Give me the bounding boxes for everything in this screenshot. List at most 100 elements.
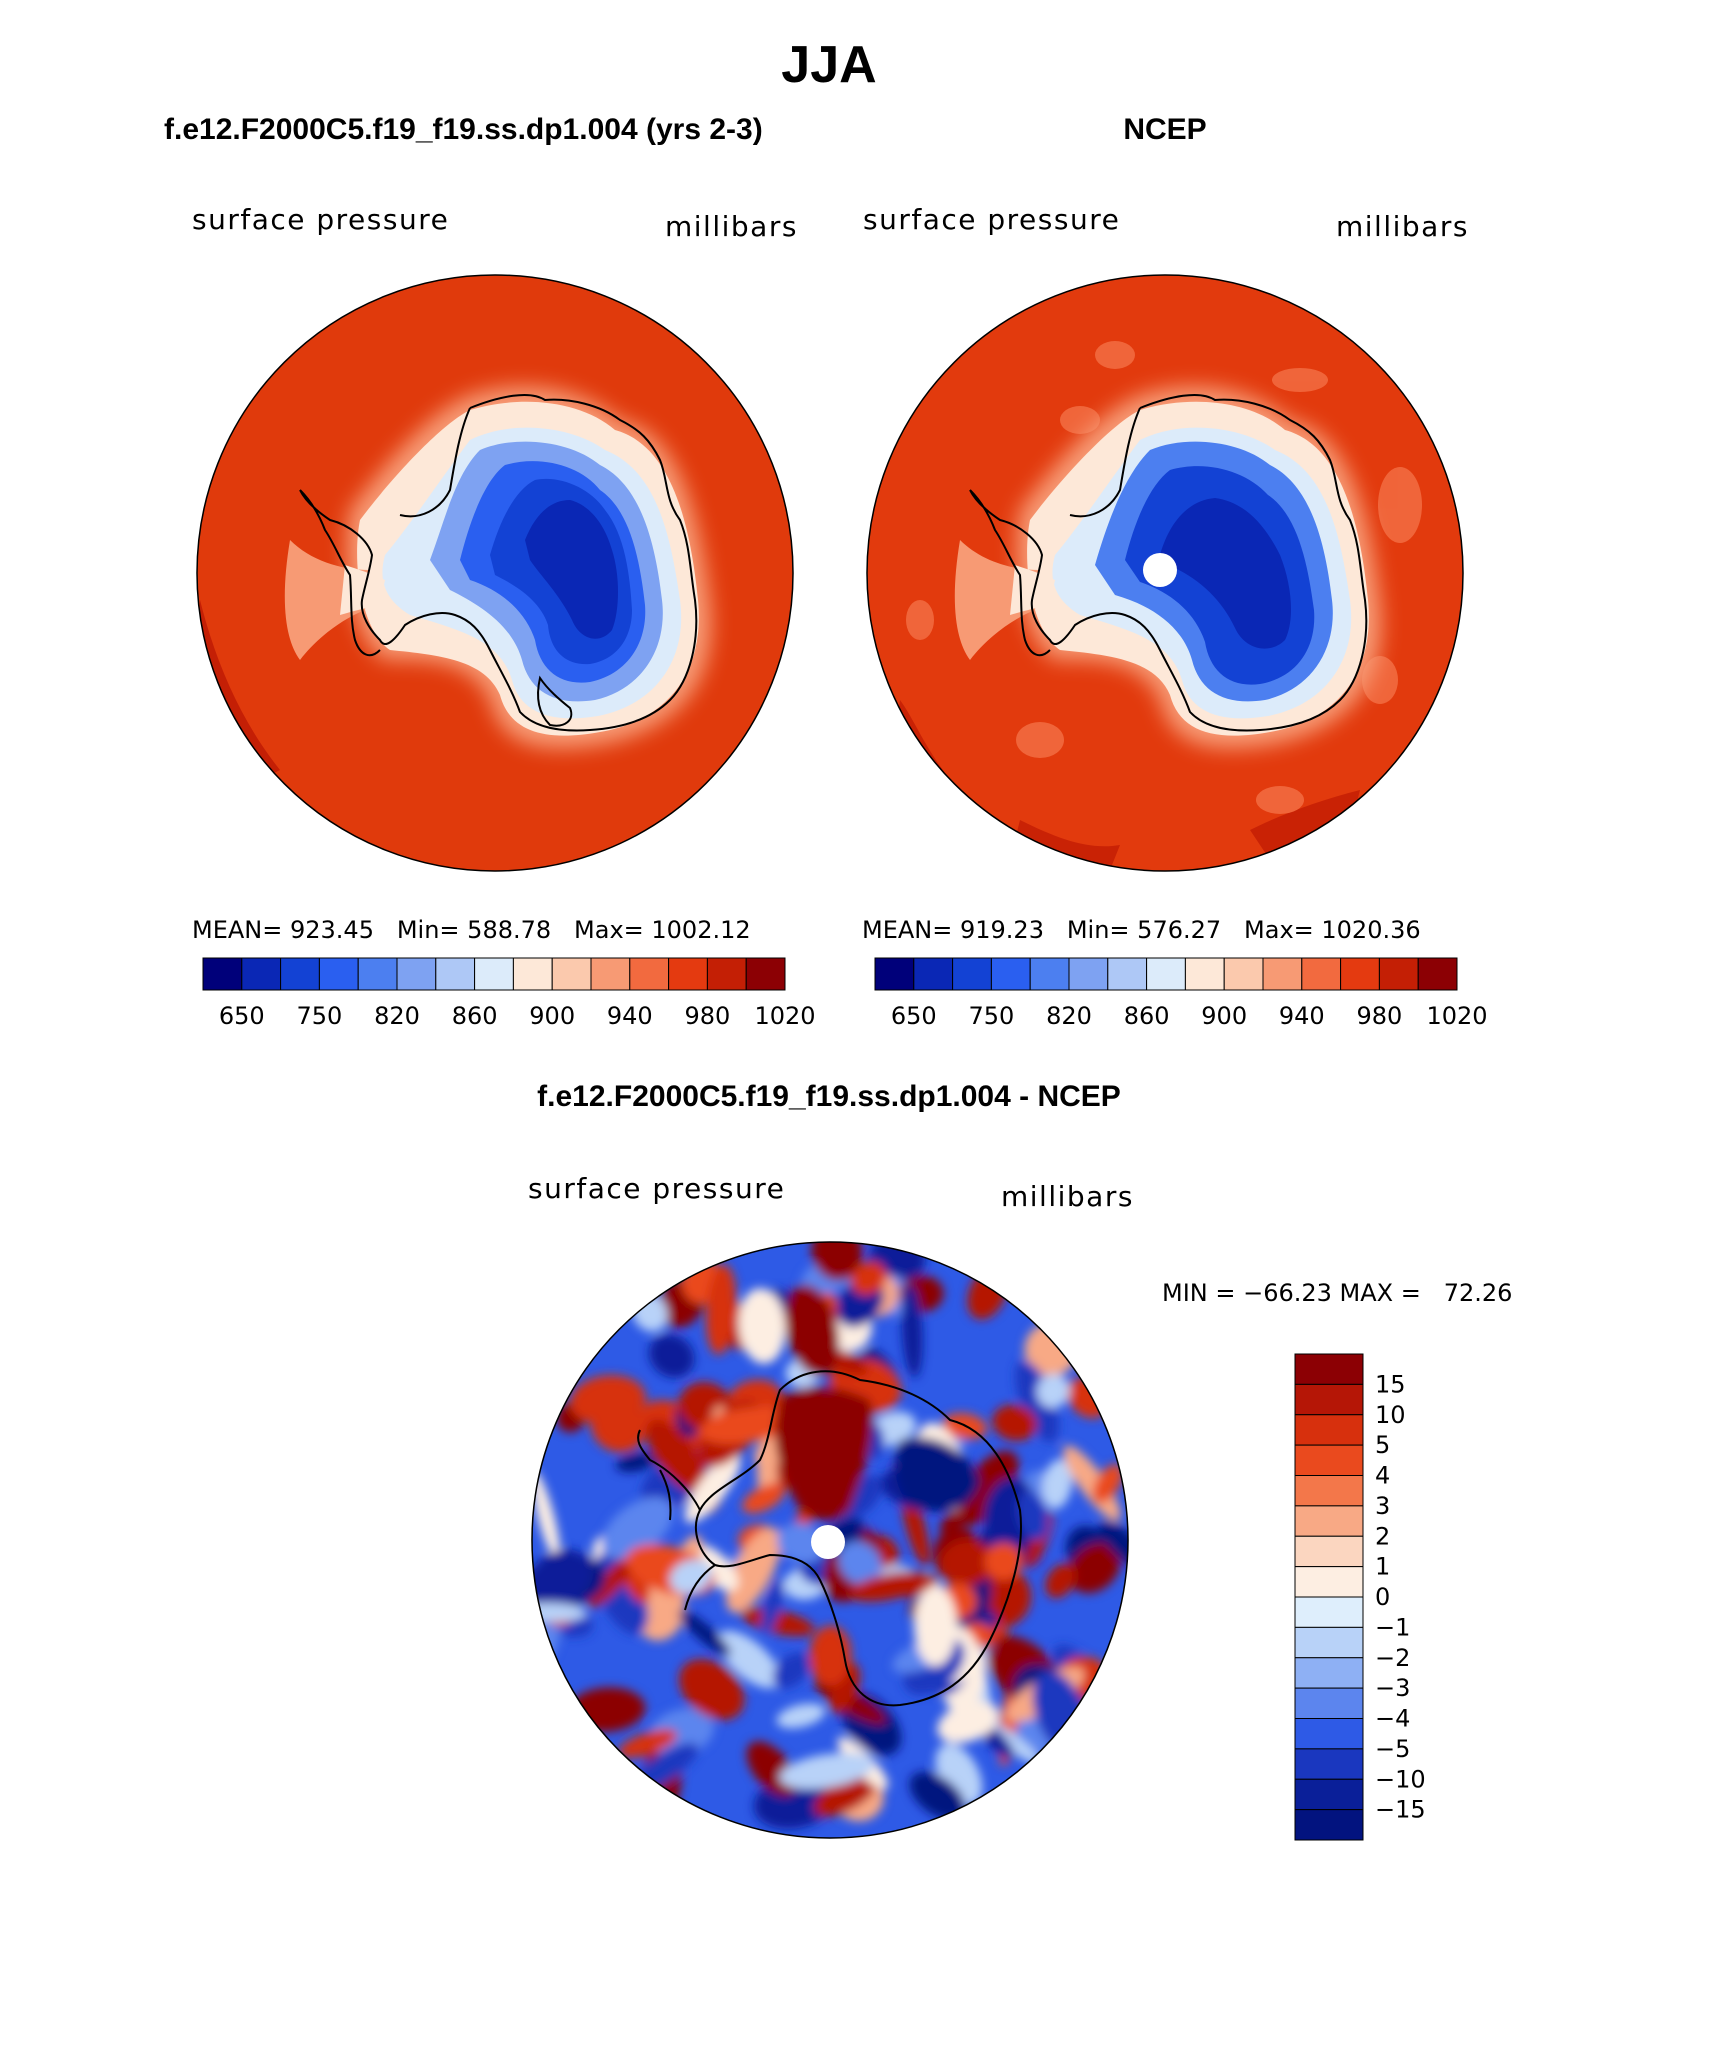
colorbar-tick-label: 3 [1375, 1492, 1390, 1520]
colorbar-swatch [1294, 1809, 1364, 1841]
colorbar-tick-label: −15 [1375, 1796, 1426, 1824]
colorbar-tick-label: 1 [1375, 1553, 1390, 1581]
colorbar-tick-label: 820 [374, 1002, 420, 1030]
colorbar-swatch [551, 957, 592, 991]
colorbar-swatch [1294, 1414, 1364, 1446]
colorbar-tick-label: 900 [529, 1002, 575, 1030]
colorbar-tick-label: 10 [1375, 1401, 1406, 1429]
panel-model-variable: surface pressure [192, 203, 449, 236]
colorbar-tick-label: 15 [1375, 1370, 1406, 1398]
colorbar-tick-label: 4 [1375, 1462, 1390, 1490]
colorbar-swatch [1294, 1687, 1364, 1719]
colorbar-swatch [1417, 957, 1458, 991]
colorbar-swatch [435, 957, 476, 991]
colorbar-tick-label: 820 [1046, 1002, 1092, 1030]
colorbar-swatch [1294, 1596, 1364, 1628]
colorbar-swatch [990, 957, 1031, 991]
colorbar-swatch [1184, 957, 1225, 991]
colorbar-swatch [1223, 957, 1264, 991]
colorbar-swatch [1301, 957, 1342, 991]
colorbar-swatch [1294, 1505, 1364, 1537]
colorbar-swatch [1294, 1748, 1364, 1780]
colorbar-swatch [396, 957, 437, 991]
colorbar-swatch [1294, 1383, 1364, 1416]
colorbar-tick-label: 5 [1375, 1431, 1390, 1459]
colorbar-tick-label: −10 [1375, 1765, 1426, 1793]
colorbar-swatch [280, 957, 320, 991]
colorbar-swatch [668, 957, 708, 991]
colorbar-swatch [952, 957, 992, 991]
panel-diff: f.e12.F2000C5.f19_f19.ss.dp1.004 - NCEP … [528, 1080, 1512, 1841]
colorbar-tick-label: 980 [1356, 1002, 1402, 1030]
colorbar-swatch [1294, 1778, 1364, 1811]
panel-model-map [197, 275, 793, 871]
panel-model-header: f.e12.F2000C5.f19_f19.ss.dp1.004 (yrs 2-… [164, 113, 763, 146]
panel-model-border [196, 274, 794, 872]
colorbar-tick-label: 980 [684, 1002, 730, 1030]
panel-ncep: NCEP surface pressure millibars [862, 113, 1488, 1030]
colorbar-swatch [1378, 957, 1419, 991]
colorbar-swatch [706, 957, 747, 991]
colorbar-tick-label: 940 [607, 1002, 653, 1030]
colorbar-tick-label: 860 [1124, 1002, 1170, 1030]
panel-ncep-stats: MEAN= 919.23 Min= 576.27 Max= 1020.36 [862, 916, 1421, 944]
panel-ncep-variable: surface pressure [863, 203, 1120, 236]
colorbar-swatch [1294, 1566, 1364, 1598]
colorbar-tick-label: 860 [452, 1002, 498, 1030]
panel-diff-header: f.e12.F2000C5.f19_f19.ss.dp1.004 - NCEP [537, 1080, 1121, 1113]
colorbar-swatch [474, 957, 514, 991]
panel-ncep-border [866, 274, 1464, 872]
colorbar-tick-label: 650 [219, 1002, 265, 1030]
colorbar-swatch [1068, 957, 1109, 991]
colorbar-tick-label: 1020 [1426, 1002, 1487, 1030]
panel-ncep-header: NCEP [1123, 113, 1206, 146]
colorbar-tick-label: 650 [891, 1002, 937, 1030]
colorbar-swatch [1294, 1626, 1364, 1659]
colorbar-swatch [1029, 957, 1070, 991]
panel-model-colorbar: 650 750 820 860 900 940 980 1020 [202, 957, 816, 1030]
colorbar-swatch [1262, 957, 1303, 991]
panel-ncep-units: millibars [1336, 210, 1469, 243]
colorbar-swatch [241, 957, 282, 991]
colorbar-swatch [1294, 1475, 1364, 1507]
panel-model-units: millibars [665, 210, 798, 243]
colorbar-swatch [629, 957, 670, 991]
colorbar-swatch [874, 957, 915, 991]
colorbar-tick-label: 0 [1375, 1583, 1390, 1611]
colorbar-swatch [1340, 957, 1380, 991]
colorbar-swatch [913, 957, 954, 991]
colorbar-swatch [318, 957, 359, 991]
panel-diff-variable: surface pressure [528, 1172, 785, 1205]
colorbar-tick-label: −2 [1375, 1644, 1410, 1672]
colorbar-tick-label: 2 [1375, 1522, 1390, 1550]
figure-title: JJA [781, 36, 876, 94]
colorbar-swatch [1107, 957, 1148, 991]
colorbar-tick-label: 900 [1201, 1002, 1247, 1030]
panel-diff-minmax: MIN = −66.23 MAX = 72.26 [1162, 1279, 1512, 1307]
colorbar-swatch [745, 957, 786, 991]
colorbar-swatch [1294, 1657, 1364, 1689]
panel-diff-units: millibars [1001, 1180, 1134, 1213]
colorbar-swatch [1146, 957, 1186, 991]
colorbar-swatch [1294, 1444, 1364, 1476]
colorbar-swatch [202, 957, 243, 991]
panel-ncep-map [867, 275, 1463, 871]
colorbar-tick-label: −5 [1375, 1735, 1410, 1763]
colorbar-swatch [1294, 1718, 1364, 1750]
panel-ncep-colorbar: 650 750 820 860 900 940 980 1020 [874, 957, 1488, 1030]
colorbar-tick-label: −4 [1375, 1705, 1410, 1733]
colorbar-tick-label: 1020 [754, 1002, 815, 1030]
colorbar-tick-label: 940 [1279, 1002, 1325, 1030]
colorbar-swatch [512, 957, 553, 991]
colorbar-tick-label: 750 [296, 1002, 342, 1030]
colorbar-swatch [590, 957, 631, 991]
colorbar-tick-label: −3 [1375, 1674, 1410, 1702]
colorbar-swatch [1294, 1535, 1364, 1568]
colorbar-tick-label: 750 [968, 1002, 1014, 1030]
panel-model-stats: MEAN= 923.45 Min= 588.78 Max= 1002.12 [192, 916, 751, 944]
panel-model: f.e12.F2000C5.f19_f19.ss.dp1.004 (yrs 2-… [164, 113, 816, 1030]
colorbar-swatch [357, 957, 398, 991]
colorbar-swatch [1294, 1353, 1364, 1385]
